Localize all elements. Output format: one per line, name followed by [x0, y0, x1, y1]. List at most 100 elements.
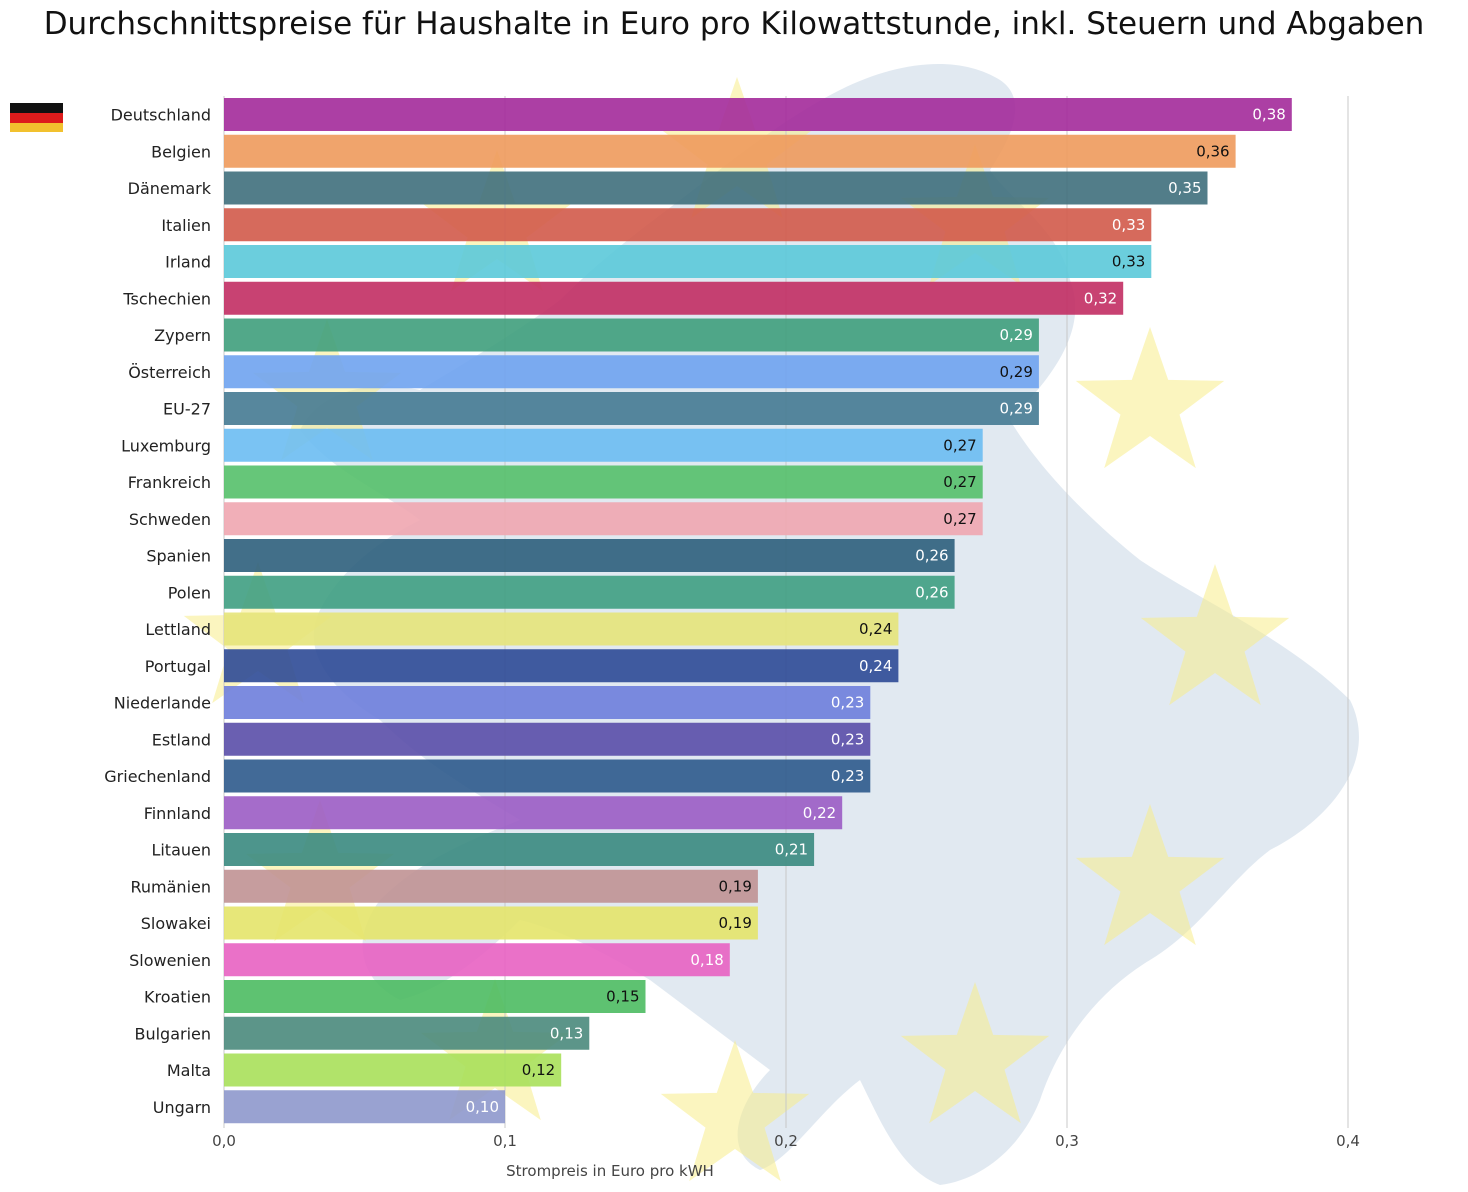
category-label: Deutschland — [111, 106, 211, 125]
category-label: Lettland — [145, 620, 211, 639]
bar — [224, 869, 758, 903]
category-label: Finnland — [144, 804, 211, 823]
chart-title: Durchschnittspreise für Haushalte in Eur… — [43, 6, 1425, 42]
value-label: 0,24 — [859, 657, 892, 675]
category-label: Tschechien — [122, 289, 211, 308]
x-tick-label: 0,4 — [1336, 1132, 1360, 1150]
category-labels: Deutschland Belgien Dänemark Italien Irland T… — [104, 106, 211, 1117]
star-icon — [900, 982, 1050, 1124]
bar — [224, 906, 758, 940]
x-tick-labels: 0,0 0,1 0,2 0,3 0,4 — [212, 1132, 1360, 1150]
value-label: 0,27 — [943, 473, 976, 491]
category-label: Zypern — [154, 326, 211, 345]
value-label: 0,23 — [831, 730, 864, 748]
value-label: 0,19 — [718, 914, 751, 932]
bar — [224, 428, 983, 462]
value-label: 0,29 — [999, 400, 1032, 418]
value-label: 0,21 — [775, 841, 808, 859]
value-labels: 0,38 0,36 0,35 0,33 0,33 0,32 0,29 0,29 0,29 0,27… — [466, 106, 1286, 1116]
bar — [224, 245, 1152, 278]
category-label: Slowakei — [141, 914, 211, 933]
category-label: Griechenland — [104, 767, 211, 786]
bar — [224, 281, 1124, 315]
category-label: Polen — [168, 583, 211, 602]
bar — [224, 796, 843, 830]
category-label: Bulgarien — [134, 1024, 211, 1043]
star-icon — [1140, 564, 1290, 706]
bar — [224, 98, 1292, 131]
bar — [224, 318, 1039, 352]
x-tick-label: 0,0 — [212, 1132, 236, 1150]
category-label: Litauen — [151, 841, 211, 860]
bar — [224, 502, 983, 536]
bar — [224, 171, 1208, 205]
category-label: Portugal — [145, 657, 211, 676]
category-label: Schweden — [129, 510, 211, 529]
category-label: Italien — [161, 216, 211, 235]
star-icon — [1075, 327, 1225, 469]
x-tick-label: 0,3 — [1055, 1132, 1079, 1150]
category-label: Slowenien — [129, 951, 211, 970]
x-axis-title: Strompreis in Euro pro kWH — [506, 1162, 714, 1180]
category-label: Kroatien — [144, 988, 211, 1007]
value-label: 0,29 — [999, 326, 1032, 344]
category-label: Österreich — [128, 363, 211, 382]
category-label: EU-27 — [163, 400, 211, 419]
germany-flag — [10, 103, 63, 132]
star-icon — [1075, 804, 1225, 946]
x-tick-label: 0,2 — [774, 1132, 798, 1150]
category-label: Belgien — [151, 142, 211, 161]
bar — [224, 833, 815, 866]
value-label: 0,36 — [1196, 142, 1229, 160]
bar — [224, 465, 983, 499]
bar — [224, 1016, 590, 1050]
category-label: Irland — [165, 253, 211, 272]
value-label: 0,32 — [1084, 289, 1117, 307]
bar — [224, 575, 955, 609]
bar — [224, 1090, 505, 1124]
star-icon — [252, 319, 402, 461]
category-label: Estland — [152, 730, 211, 749]
bar — [224, 686, 871, 719]
value-label: 0,27 — [943, 436, 976, 454]
bar — [224, 392, 1039, 425]
bar — [224, 759, 871, 793]
value-label: 0,26 — [915, 547, 948, 565]
bar — [224, 1053, 562, 1087]
bar — [224, 649, 899, 683]
value-label: 0,24 — [859, 620, 892, 638]
bar — [224, 134, 1236, 168]
value-label: 0,13 — [550, 1024, 583, 1042]
bar — [224, 355, 1039, 389]
value-label: 0,29 — [999, 363, 1032, 381]
bar — [224, 612, 899, 646]
category-label: Malta — [167, 1061, 211, 1080]
value-label: 0,33 — [1112, 216, 1145, 234]
value-label: 0,26 — [915, 583, 948, 601]
x-tick-label: 0,1 — [493, 1132, 517, 1150]
star-icon — [660, 1040, 810, 1182]
category-label: Niederlande — [114, 694, 211, 713]
value-label: 0,15 — [606, 988, 639, 1006]
category-label: Dänemark — [128, 179, 212, 198]
value-label: 0,19 — [718, 877, 751, 895]
bar — [224, 943, 730, 977]
value-label: 0,38 — [1252, 106, 1285, 124]
value-label: 0,23 — [831, 767, 864, 785]
bar — [224, 208, 1152, 242]
bar — [224, 539, 955, 572]
value-label: 0,23 — [831, 694, 864, 712]
value-label: 0,22 — [803, 804, 836, 822]
value-label: 0,27 — [943, 510, 976, 528]
category-label: Ungarn — [153, 1098, 211, 1117]
category-label: Spanien — [146, 547, 211, 566]
category-label: Luxemburg — [121, 436, 211, 455]
bar — [224, 722, 871, 756]
value-label: 0,10 — [466, 1098, 499, 1116]
value-label: 0,12 — [522, 1061, 555, 1079]
category-label: Rumänien — [131, 877, 212, 896]
category-label: Frankreich — [128, 473, 211, 492]
value-label: 0,18 — [690, 951, 723, 969]
value-label: 0,33 — [1112, 253, 1145, 271]
